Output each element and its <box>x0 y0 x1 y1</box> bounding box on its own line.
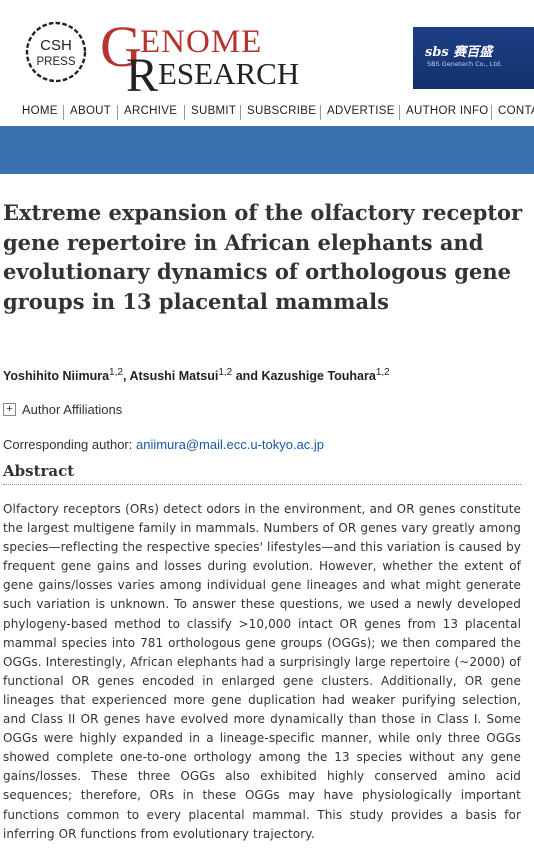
abstract-heading: Abstract <box>3 462 521 485</box>
nav-author-info[interactable]: AUTHOR INFO <box>406 105 489 117</box>
author-list: Yoshihito Niimura1,2, Atsushi Matsui1,2 … <box>3 367 390 383</box>
logo-esearch: ESEARCH <box>158 56 299 91</box>
nav-separator <box>399 105 400 120</box>
corresponding-author: Corresponding author: aniimura@mail.ecc.… <box>3 437 324 452</box>
expand-plus-icon[interactable]: + <box>3 403 16 416</box>
nav-home[interactable]: HOME <box>22 105 58 117</box>
nav-submit[interactable]: SUBMIT <box>191 105 237 117</box>
nav-contact[interactable]: CONTA <box>498 105 534 117</box>
author-affiliation-sup[interactable]: 1,2 <box>109 367 123 378</box>
cshl-logo-top-text: CSH <box>40 37 72 54</box>
site-header: CSH PRESS G ENOME R ESEARCH sbs 赛百盛 SBS … <box>0 0 534 100</box>
author-name[interactable]: Yoshihito Niimura <box>3 369 110 383</box>
sponsor-banner-ad[interactable]: sbs 赛百盛 SBS Genetech Co., Ltd. <box>413 27 534 89</box>
corresponding-label: Corresponding author: <box>3 437 133 452</box>
author-affiliation-sup[interactable]: 1,2 <box>375 367 390 378</box>
nav-subscribe[interactable]: SUBSCRIBE <box>247 105 317 117</box>
nav-separator <box>320 105 321 120</box>
nav-separator <box>491 105 492 120</box>
author-name[interactable]: Kazushige Touhara <box>261 369 376 383</box>
nav-separator <box>240 105 241 120</box>
article-title: Extreme expansion of the olfactory recep… <box>3 200 523 314</box>
author-affiliation-sup[interactable]: 1,2 <box>218 367 233 378</box>
author-separator: , <box>122 369 127 383</box>
nav-about[interactable]: ABOUT <box>70 105 112 117</box>
affiliations-label: Author Affiliations <box>22 402 123 417</box>
nav-advertise[interactable]: ADVERTISE <box>327 105 395 117</box>
author-affiliations-toggle[interactable]: + Author Affiliations <box>3 402 122 417</box>
nav-separator <box>117 105 118 120</box>
abstract-text: Olfactory receptors (ORs) detect odors i… <box>3 502 521 841</box>
logo-enome: ENOME <box>140 24 262 60</box>
nav-bar <box>0 126 534 174</box>
cshl-press-logo[interactable]: CSH PRESS <box>24 20 88 84</box>
logo-big-r: R <box>126 49 158 94</box>
author-name[interactable]: Atsushi Matsui <box>129 369 219 383</box>
corresponding-email-link[interactable]: aniimura@mail.ecc.u-tokyo.ac.jp <box>135 437 325 452</box>
genome-research-logo[interactable]: G ENOME R ESEARCH <box>100 14 340 94</box>
cshl-logo-bottom-text: PRESS <box>37 56 76 68</box>
ad-company-text: SBS Genetech Co., Ltd. <box>427 60 503 68</box>
logo-big-g: G <box>100 14 142 79</box>
ad-brand-text: sbs 赛百盛 <box>425 45 493 60</box>
author-conjunction: and <box>235 369 258 383</box>
nav-separator <box>63 105 64 120</box>
nav-archive[interactable]: ARCHIVE <box>124 105 178 117</box>
nav-separator <box>184 105 185 120</box>
main-nav: HOME ABOUT ARCHIVE SUBMIT SUBSCRIBE ADVE… <box>0 102 534 124</box>
